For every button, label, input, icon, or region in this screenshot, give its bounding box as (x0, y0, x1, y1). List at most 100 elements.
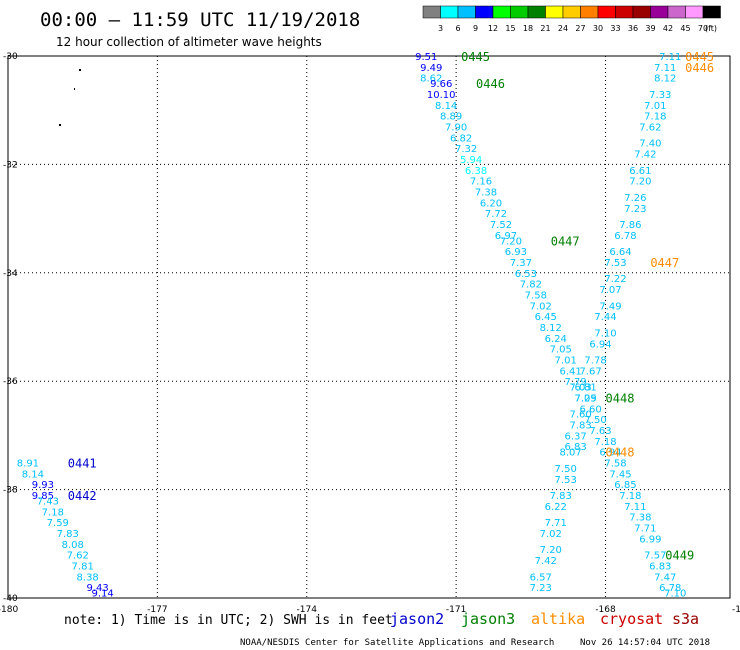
color-swatch (457, 5, 476, 19)
map-title: 00:00 – 11:59 UTC 11/19/2018 (40, 9, 360, 31)
wave-height-value: 6.60 (579, 404, 601, 415)
wave-height-value: 7.23 (624, 204, 646, 215)
color-swatch (667, 5, 686, 19)
color-scale-label: 45 (680, 24, 690, 33)
satellite-legend-entry: s3a (672, 610, 699, 628)
color-swatch (685, 5, 704, 19)
color-swatch (492, 5, 511, 19)
island-dot (74, 88, 75, 90)
wave-height-value: 7.20 (500, 236, 522, 247)
color-scale-label: 18 (523, 24, 533, 33)
wave-height-value: 7.71 (545, 518, 567, 529)
wave-height-value: 6.81 (574, 383, 596, 394)
pass-number-label: 0447 (551, 234, 580, 248)
color-swatch (580, 5, 599, 19)
color-swatch (475, 5, 494, 19)
lat-lon-grid (8, 56, 730, 598)
wave-height-value: 7.38 (475, 188, 497, 199)
wave-height-value: 9.43 (86, 583, 108, 594)
wave-height-value: 7.01 (644, 101, 666, 112)
satellite-legend-entry: jason3 (461, 610, 515, 628)
altimeter-observations: 8.918.149.939.857.437.187.597.838.087.62… (17, 52, 687, 600)
wave-height-value: 7.83 (569, 421, 591, 432)
wave-height-value: 7.83 (57, 529, 79, 540)
latitude-tick-label: -36 (3, 377, 18, 387)
wave-height-value: 7.78 (584, 356, 606, 367)
wave-height-value: 7.72 (485, 209, 507, 220)
satellite-legend: jason2 jason3 altika cryosat s3a (390, 610, 699, 628)
longitude-tick-label: -177 (147, 605, 167, 615)
wave-height-value: 7.45 (609, 469, 631, 480)
pass-number-label: 0445 (461, 50, 490, 64)
wave-height-value: 8.89 (440, 112, 462, 123)
footnote: note: 1) Time is in UTC; 2) SWH is in fe… (64, 613, 393, 628)
latitude-tick-label: -38 (3, 486, 18, 496)
wave-height-value: 6.83 (649, 561, 671, 572)
wave-height-value: 7.37 (510, 258, 532, 269)
pass-number-label: 0448 (606, 391, 635, 405)
color-swatch (545, 5, 564, 19)
wave-height-value: 6.45 (535, 312, 557, 323)
wave-height-value: 7.42 (535, 556, 557, 567)
color-scale-label: 42 (663, 24, 673, 33)
wave-height-value: 7.53 (604, 258, 626, 269)
wave-height-value: 6.85 (614, 480, 636, 491)
color-scale-label: 33 (610, 24, 620, 33)
wave-height-value: 8.38 (77, 572, 99, 583)
color-scale-label: 15 (505, 24, 515, 33)
color-swatch (632, 5, 651, 19)
wave-height-value: 7.79 (565, 377, 587, 388)
wave-height-value: 9.93 (32, 480, 54, 491)
longitude-ticks: -180 -177 -174 -171 -168 -16 (0, 605, 740, 615)
color-scale-label: 30 (593, 24, 603, 33)
latitude-tick-label: -34 (3, 269, 18, 279)
wave-height-value: 6.93 (505, 247, 527, 258)
wave-height-value: 8.08 (62, 540, 84, 551)
wave-height-value: 7.63 (589, 426, 611, 437)
wave-height-value: 7.62 (67, 551, 89, 562)
wave-height-value: 6.41 (560, 366, 582, 377)
pass-number-label: 0441 (68, 457, 97, 471)
wave-height-value: 7.82 (520, 280, 542, 291)
pass-number-label: 0445 (685, 50, 714, 64)
wave-height-value: 7.43 (37, 496, 59, 507)
wave-height-value: 7.16 (470, 177, 492, 188)
wave-height-value: 6.94 (599, 448, 621, 459)
wave-height-value: 7.18 (42, 507, 64, 518)
wave-height-value: 7.50 (555, 464, 577, 475)
pass-number-label: 0442 (68, 489, 97, 503)
color-swatch (510, 5, 529, 19)
wave-height-value: 7.58 (604, 459, 626, 470)
color-scale-label: 27 (575, 24, 585, 33)
pass-number-label: 0446 (476, 77, 505, 91)
wave-height-value: 5.94 (460, 155, 482, 166)
wave-height-value: 6.38 (465, 166, 487, 177)
longitude-tick-label: -174 (297, 605, 318, 615)
color-scale-label: 36 (628, 24, 638, 33)
color-swatch (650, 5, 669, 19)
wave-height-value: 8.12 (540, 323, 562, 334)
longitude-tick-label: -180 (0, 605, 18, 615)
pass-number-label: 0446 (685, 61, 714, 75)
wave-height-value: 7.02 (540, 529, 562, 540)
wave-height-value: 7.10 (664, 589, 686, 600)
wave-height-value: 7.81 (72, 561, 94, 572)
wave-height-value: 6.82 (450, 133, 472, 144)
wave-height-value: 6.99 (639, 534, 661, 545)
wave-height-value: 7.11 (624, 502, 646, 513)
wave-height-value: 6.64 (609, 247, 631, 258)
map-subtitle: 12 hour collection of altimeter wave hei… (56, 35, 322, 49)
wave-height-value: 7.71 (634, 524, 656, 535)
color-scale-label: 9 (473, 24, 478, 33)
longitude-tick-label: -16 (732, 605, 740, 615)
wave-height-value: 6.20 (480, 198, 502, 209)
satellite-legend-entry: cryosat (600, 610, 663, 628)
wave-height-value: 7.49 (599, 301, 621, 312)
wave-height-value: 7.18 (594, 437, 616, 448)
wave-height-value: 7.58 (525, 290, 547, 301)
longitude-tick-label: -168 (595, 605, 616, 615)
satellite-legend-entry: jason2 (390, 610, 444, 628)
wave-height-value: 7.18 (619, 491, 641, 502)
wave-height-value: 7.62 (639, 122, 661, 133)
